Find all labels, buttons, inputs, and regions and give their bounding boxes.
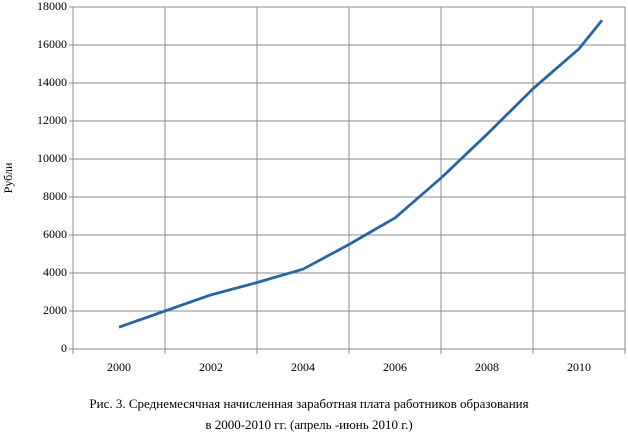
x-tick-label: 2010: [567, 360, 591, 374]
y-axis-label: Рубли: [1, 162, 15, 193]
y-tick-label: 4000: [43, 265, 67, 279]
y-tick-label: 0: [61, 341, 67, 355]
y-tick-label: 8000: [43, 189, 67, 203]
caption: в 2000-2010 гг. (апрель -июнь 2010 г.): [205, 417, 412, 432]
y-tick-label: 12000: [37, 113, 67, 127]
y-tick-label: 6000: [43, 227, 67, 241]
x-tick-label: 2000: [107, 360, 131, 374]
y-tick-label: 10000: [37, 151, 67, 165]
x-tick-label: 2006: [383, 360, 407, 374]
y-tick-label: 16000: [37, 37, 67, 51]
y-tick-label: 18000: [37, 0, 67, 13]
y-tick-label: 14000: [37, 75, 67, 89]
caption: Рис. 3. Среднемесячная начисленная зараб…: [89, 396, 528, 411]
x-tick-label: 2002: [199, 360, 223, 374]
x-tick-label: 2008: [475, 360, 499, 374]
data-line: [118, 19, 604, 329]
y-tick-label: 2000: [43, 303, 67, 317]
x-tick-label: 2004: [291, 360, 315, 374]
